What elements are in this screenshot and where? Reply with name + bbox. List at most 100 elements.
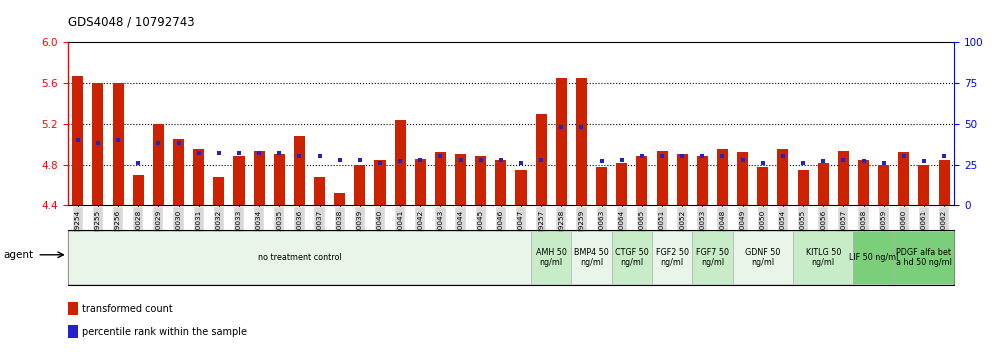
Bar [414, 159, 426, 205]
Point [373, 160, 388, 166]
Point [90, 141, 106, 146]
Bar [878, 165, 889, 205]
Bar [173, 139, 184, 205]
Point [412, 157, 428, 162]
Bar [531, 231, 572, 284]
Bar [68, 231, 531, 284]
Point [916, 159, 932, 164]
Bar [335, 193, 346, 205]
Point [190, 150, 206, 156]
Bar [556, 78, 567, 205]
Point [473, 157, 489, 162]
Bar [898, 153, 909, 205]
Point [70, 137, 86, 143]
Point [493, 157, 509, 162]
Bar [93, 83, 104, 205]
Point [170, 141, 186, 146]
Bar [612, 231, 652, 284]
Bar [455, 154, 466, 205]
Bar [798, 170, 809, 205]
Bar [516, 170, 527, 205]
Bar [394, 120, 405, 205]
Bar [572, 231, 612, 284]
Text: PDGF alfa bet
a hd 50 ng/ml: PDGF alfa bet a hd 50 ng/ml [896, 248, 952, 267]
Bar [374, 160, 385, 205]
Text: AMH 50
ng/ml: AMH 50 ng/ml [536, 248, 567, 267]
Point [714, 154, 730, 159]
Point [432, 154, 448, 159]
Point [836, 157, 852, 162]
Text: BMP4 50
ng/ml: BMP4 50 ng/ml [574, 248, 609, 267]
Point [352, 157, 368, 162]
Text: transformed count: transformed count [82, 304, 172, 314]
Bar [893, 231, 954, 284]
Bar [254, 152, 265, 205]
Point [633, 154, 649, 159]
Text: KITLG 50
ng/ml: KITLG 50 ng/ml [806, 248, 841, 267]
Text: no treatment control: no treatment control [258, 253, 342, 262]
Bar [152, 124, 164, 205]
Point [755, 160, 771, 166]
Point [654, 154, 670, 159]
Point [694, 154, 710, 159]
Point [574, 124, 590, 130]
Bar [617, 162, 627, 205]
Bar [475, 156, 486, 205]
Bar [652, 231, 692, 284]
Bar [576, 78, 587, 205]
Point [231, 150, 247, 156]
Point [775, 154, 791, 159]
Bar [838, 152, 849, 205]
Bar [737, 153, 748, 205]
Bar [697, 156, 708, 205]
Bar [536, 114, 547, 205]
Bar [68, 302, 78, 315]
Point [614, 157, 629, 162]
Bar [854, 231, 893, 284]
Text: agent: agent [3, 250, 33, 260]
Point [130, 160, 146, 166]
Point [594, 159, 610, 164]
Point [271, 150, 287, 156]
Bar [314, 177, 325, 205]
Point [554, 124, 570, 130]
Point [251, 150, 267, 156]
Bar [757, 167, 768, 205]
Point [392, 159, 408, 164]
Bar [233, 156, 244, 205]
Point [936, 154, 952, 159]
Point [332, 157, 348, 162]
Bar [68, 325, 78, 338]
Bar [596, 167, 608, 205]
Point [150, 141, 166, 146]
Point [795, 160, 811, 166]
Bar [294, 136, 305, 205]
Text: CTGF 50
ng/ml: CTGF 50 ng/ml [615, 248, 648, 267]
Text: FGF2 50
ng/ml: FGF2 50 ng/ml [655, 248, 688, 267]
Point [312, 154, 328, 159]
Bar [793, 231, 854, 284]
Bar [495, 160, 506, 205]
Text: percentile rank within the sample: percentile rank within the sample [82, 327, 247, 337]
Point [211, 150, 227, 156]
Point [111, 137, 126, 143]
Bar [938, 160, 949, 205]
Bar [355, 165, 366, 205]
Bar [274, 154, 285, 205]
Point [533, 157, 549, 162]
Point [513, 160, 529, 166]
Bar [676, 154, 687, 205]
Point [452, 157, 468, 162]
Text: FGF7 50
ng/ml: FGF7 50 ng/ml [696, 248, 729, 267]
Point [735, 157, 751, 162]
Text: GDNF 50
ng/ml: GDNF 50 ng/ml [745, 248, 781, 267]
Bar [193, 149, 204, 205]
Bar [73, 76, 84, 205]
Bar [113, 83, 124, 205]
Bar [213, 177, 224, 205]
Bar [132, 175, 143, 205]
Text: GDS4048 / 10792743: GDS4048 / 10792743 [68, 16, 194, 29]
Point [875, 160, 891, 166]
Bar [778, 149, 789, 205]
Bar [918, 165, 929, 205]
